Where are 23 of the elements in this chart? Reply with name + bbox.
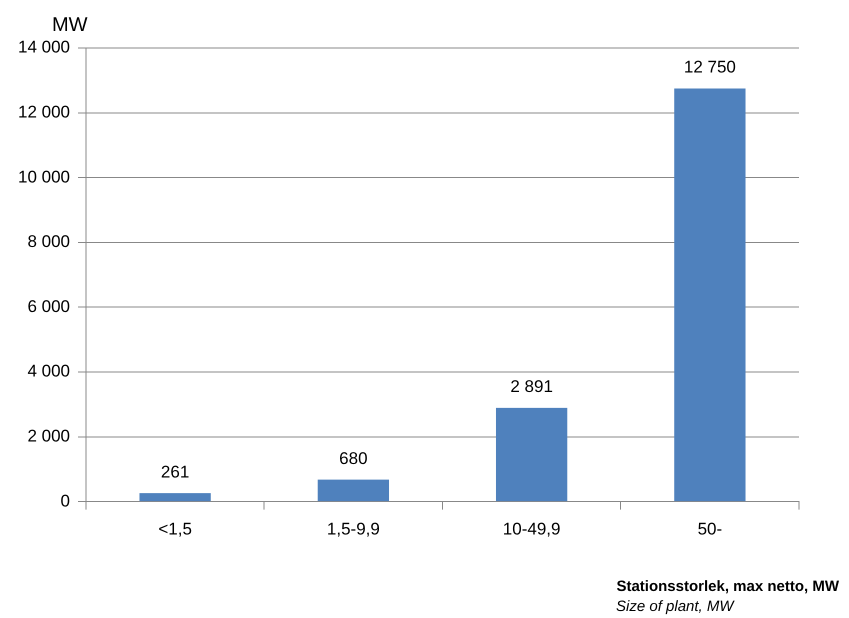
y-tick-label: 8 000	[27, 232, 70, 252]
data-label: 261	[160, 462, 190, 482]
bar	[318, 480, 390, 502]
y-tick-label: 4 000	[27, 362, 70, 381]
data-label: 12 750	[684, 58, 736, 77]
y-tick-label: 2 000	[27, 426, 70, 446]
y-axis-title: MW	[52, 14, 88, 37]
data-label: 680	[339, 448, 368, 468]
bar	[496, 408, 568, 502]
x-tick-label: 1,5-9,9	[326, 519, 380, 538]
x-axis-title: Stationsstorlek, max netto, MW	[616, 578, 839, 595]
x-tick-label: <1,5	[158, 519, 192, 538]
text: Size of plant, MW	[616, 598, 734, 615]
data-label: 2 891	[510, 377, 553, 396]
y-tick-label: 12 000	[18, 102, 70, 122]
x-tick-label: 10-49,9	[502, 519, 560, 538]
x-tick-label: 50-	[698, 519, 722, 538]
bar	[674, 88, 746, 502]
bar	[139, 493, 211, 502]
y-tick-label: 0	[60, 491, 70, 510]
y-tick-label: 14 000	[18, 38, 70, 57]
y-tick-label: 6 000	[27, 296, 70, 316]
y-tick-label: 10 000	[18, 167, 70, 186]
